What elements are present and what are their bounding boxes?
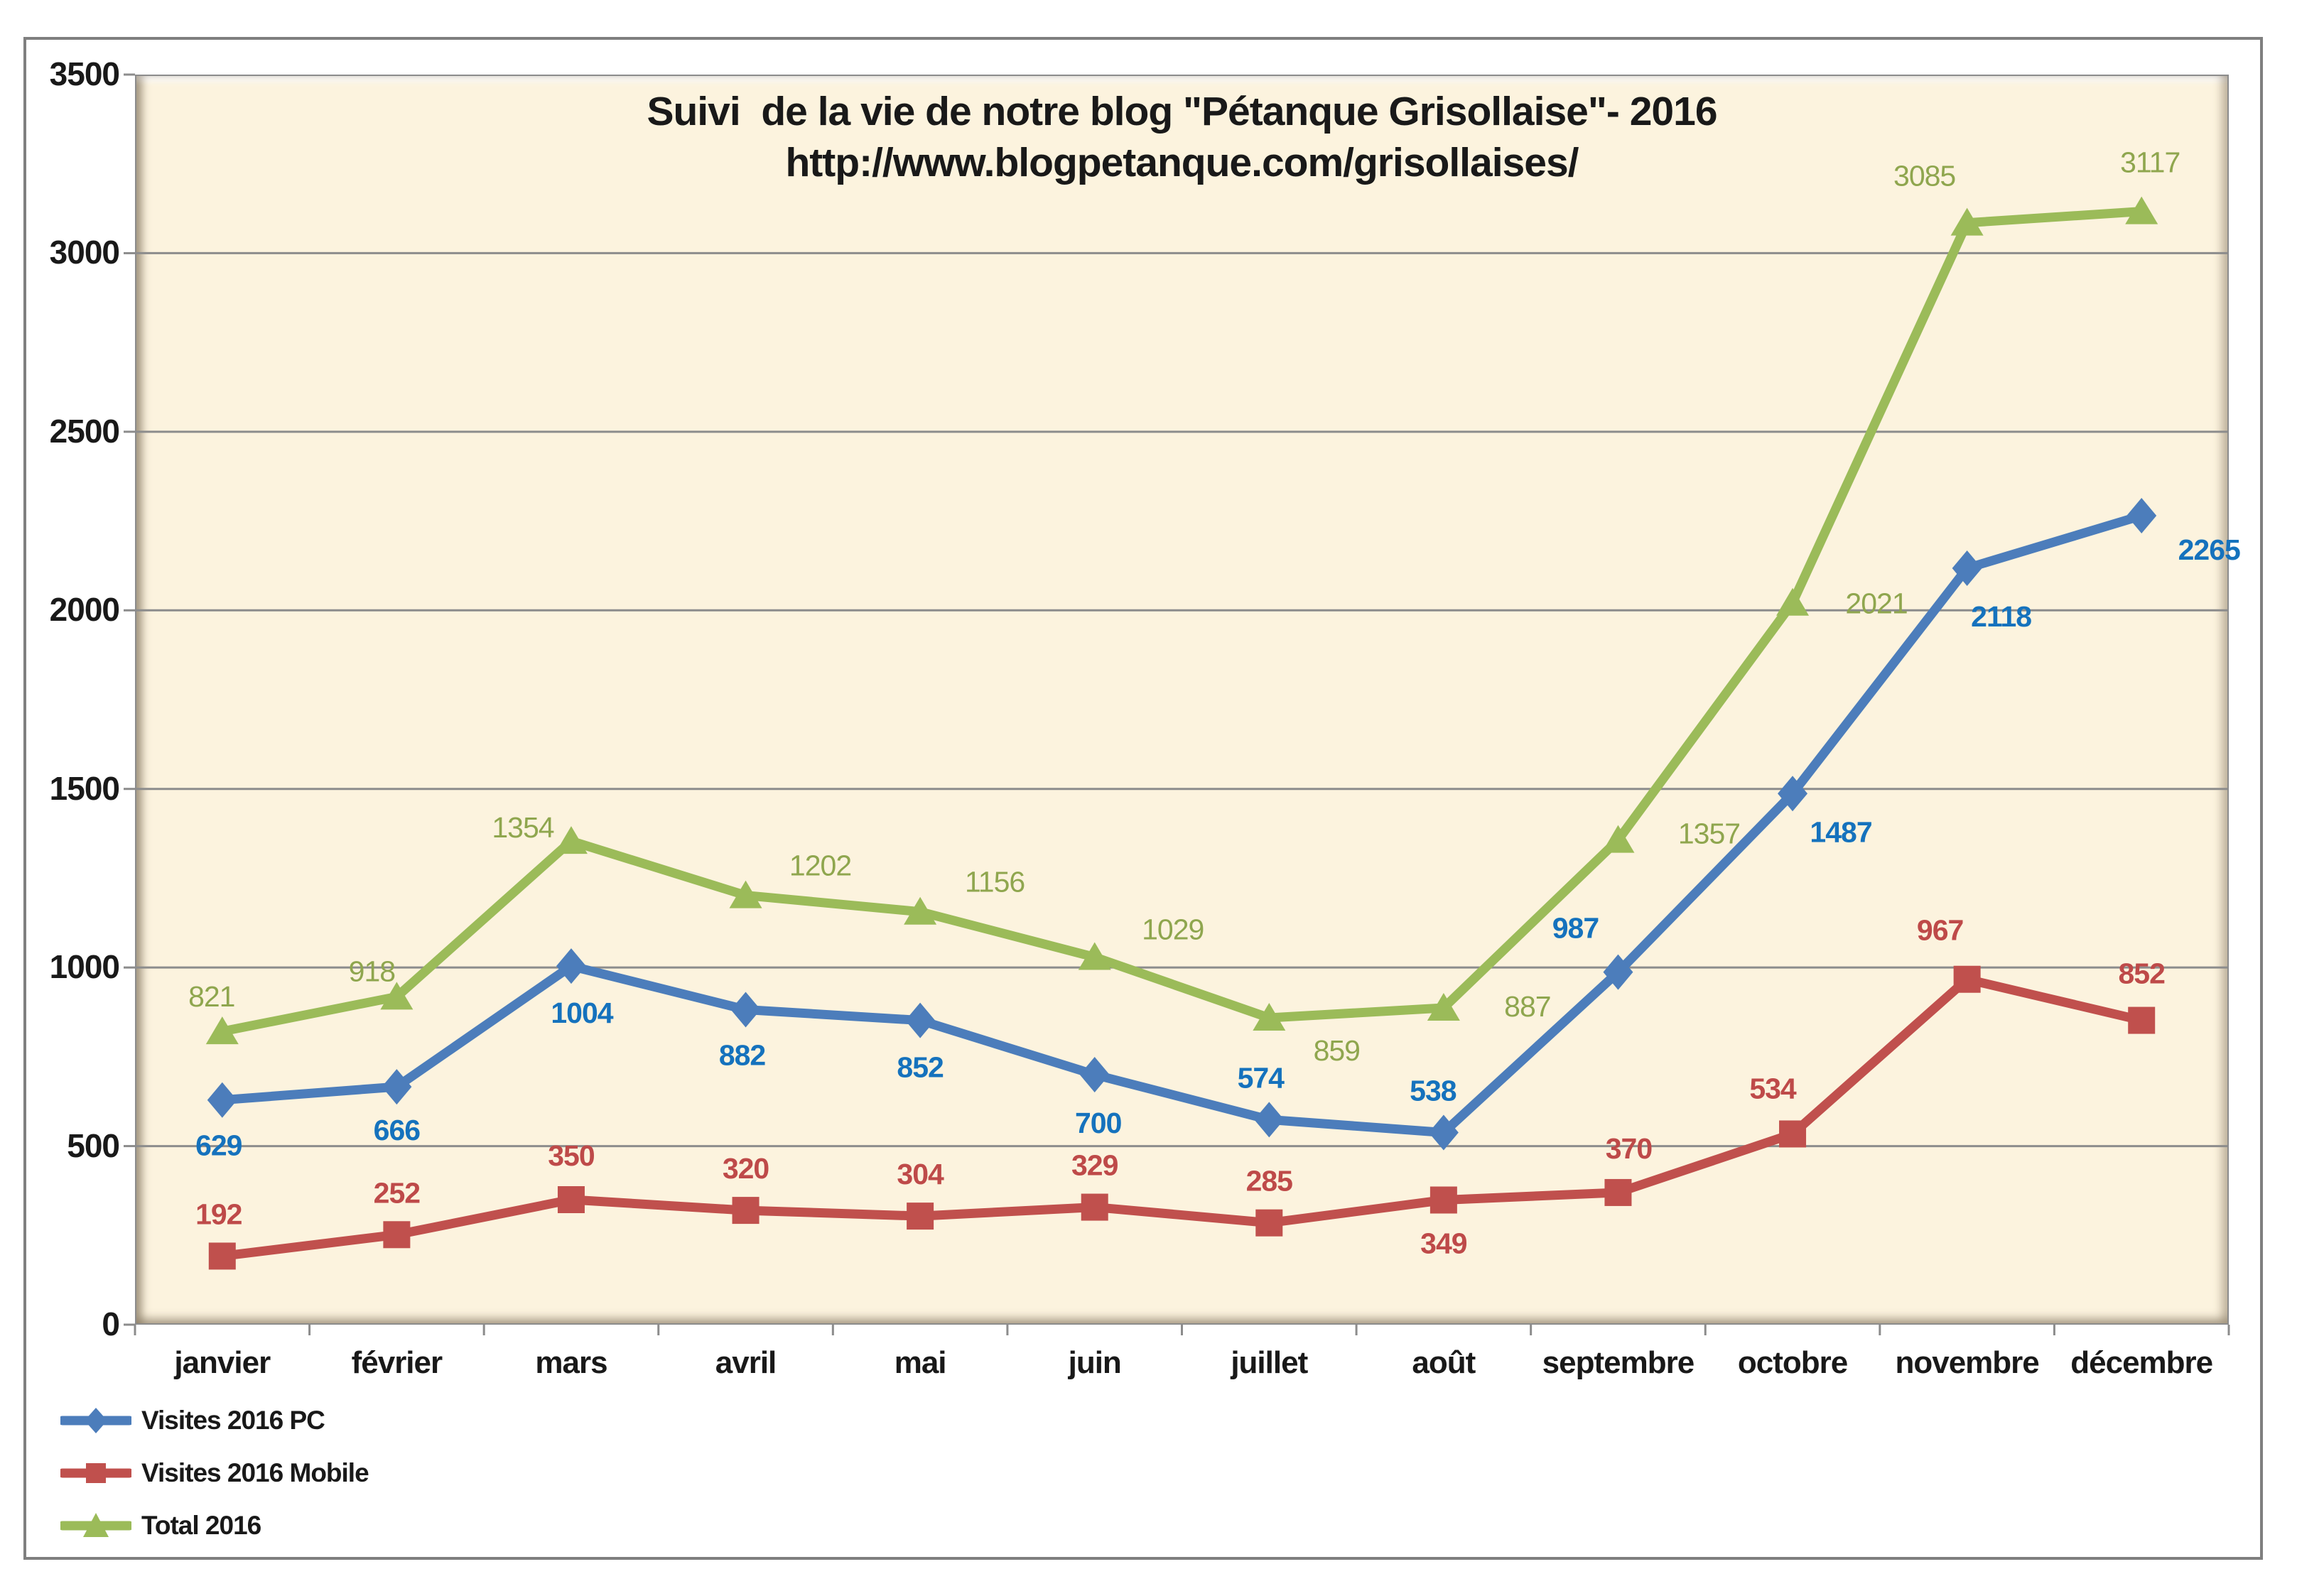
x-axis-category-label: août <box>1412 1345 1476 1380</box>
x-axis-category-label: septembre <box>1542 1345 1695 1380</box>
x-axis-category-label: janvier <box>174 1345 271 1380</box>
y-axis-tick-label: 500 <box>67 1127 120 1164</box>
chart-title: Suivi de la vie de notre blog "Pétanque … <box>647 89 1717 134</box>
legend-diamond-icon <box>60 1408 131 1433</box>
x-axis-category-label: avril <box>715 1345 777 1380</box>
legend-label: Visites 2016 PC <box>141 1406 325 1435</box>
legend-item: Total 2016 <box>60 1506 261 1546</box>
x-axis-category-label: mai <box>894 1345 947 1380</box>
y-axis-tick-label: 3000 <box>49 234 120 271</box>
legend-label: Visites 2016 Mobile <box>141 1458 369 1487</box>
legend-label: Total 2016 <box>141 1511 261 1540</box>
x-axis-category-label: octobre <box>1737 1345 1848 1380</box>
y-axis-tick-label: 3500 <box>49 55 120 92</box>
y-axis-tick-label: 2500 <box>49 412 120 450</box>
x-axis-category-label: décembre <box>2070 1345 2213 1380</box>
y-axis-tick-label: 2000 <box>49 591 120 629</box>
legend-item: Visites 2016 Mobile <box>60 1453 369 1493</box>
x-axis-category-label: mars <box>535 1345 607 1380</box>
chart-subtitle-url: http://www.blogpetanque.com/grisollaises… <box>785 140 1579 185</box>
legend-triangle-icon <box>60 1513 131 1537</box>
y-axis-tick-label: 0 <box>102 1305 120 1342</box>
x-axis-category-label: novembre <box>1895 1345 2039 1380</box>
x-axis-category-label: juin <box>1068 1345 1122 1380</box>
y-axis-tick-label: 1500 <box>49 769 120 807</box>
x-axis-category-label: février <box>351 1345 443 1380</box>
plot-area <box>135 75 2229 1325</box>
legend-item: Visites 2016 PC <box>60 1401 325 1440</box>
legend-square-icon <box>60 1463 131 1483</box>
x-axis-category-label: juillet <box>1231 1345 1308 1380</box>
y-axis-tick-label: 1000 <box>49 948 120 986</box>
